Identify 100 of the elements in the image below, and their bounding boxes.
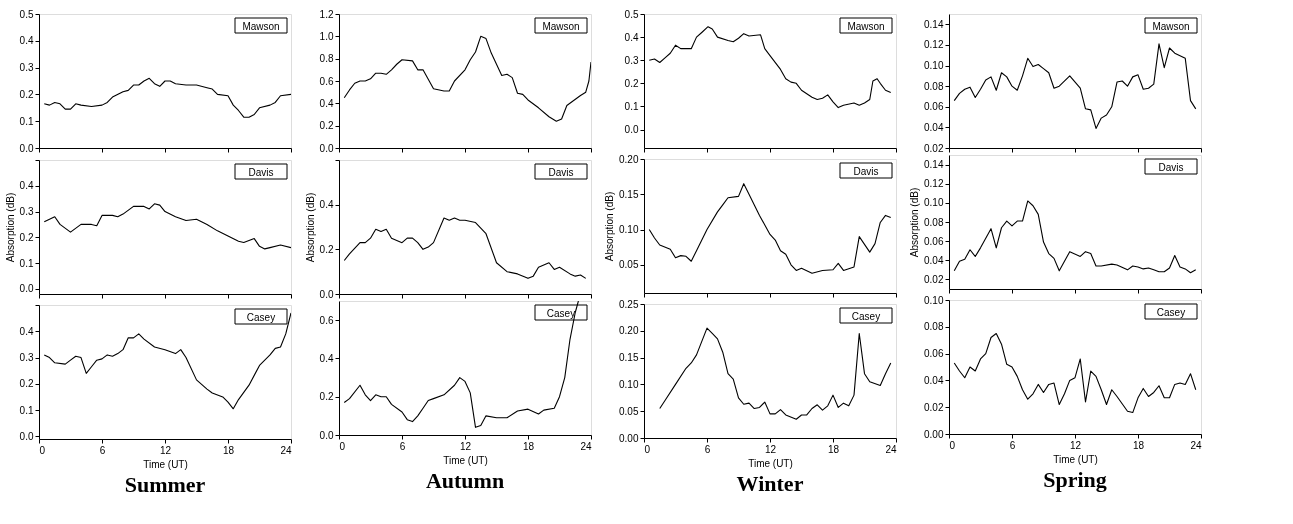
x-tick-label: 12: [159, 444, 172, 456]
x-tick-label: 12: [1069, 439, 1082, 451]
y-tick-label: 0.12: [924, 178, 944, 190]
y-tick-label: 0.0: [19, 142, 34, 154]
y-tick-label: 0.0: [624, 124, 639, 136]
y-tick-label: 0.10: [619, 378, 639, 390]
text: Autumn: [425, 468, 505, 493]
y-tick-label: 0.10: [924, 197, 944, 209]
y-tick-label: 0.0: [319, 288, 334, 300]
line-series: [659, 327, 892, 420]
text: Mawson: [542, 20, 580, 32]
y-tick-label: 0.4: [319, 199, 334, 211]
y-tick-label: 0.2: [19, 231, 34, 243]
y-axis-title: Absorption (dB): [4, 192, 16, 263]
x-axis-title: Time (UT): [143, 458, 188, 470]
x-tick-label: 6: [704, 443, 711, 455]
y-tick-label: 0.14: [924, 18, 944, 30]
y-tick-label: 0.08: [924, 321, 944, 333]
x-tick-label: 0: [39, 444, 46, 456]
x-tick-label: 18: [1132, 439, 1145, 451]
y-tick-label: 0.25: [619, 298, 639, 310]
x-tick-label: 18: [827, 443, 840, 455]
y-tick-label: 0.1: [19, 257, 34, 269]
x-tick-label: 0: [339, 440, 346, 452]
y-axis-title: Absorption (dB): [304, 192, 316, 263]
y-tick-label: 0.2: [19, 378, 34, 390]
y-tick-label: 0.4: [19, 35, 34, 47]
y-tick-label: 0.8: [319, 53, 334, 65]
y-tick-label: 0.05: [619, 259, 639, 271]
y-tick-label: 0.0: [19, 283, 34, 295]
y-tick-label: 0.2: [319, 243, 334, 255]
y-tick-label: 0.10: [619, 224, 639, 236]
y-tick-label: 0.06: [924, 101, 944, 113]
x-tick-label: 6: [99, 444, 106, 456]
y-tick-label: 0.15: [619, 188, 639, 200]
y-tick-label: 0.2: [624, 77, 639, 89]
x-tick-label: 0: [644, 443, 651, 455]
y-tick-label: 0.0: [19, 430, 34, 442]
x-tick-label: 0: [949, 439, 956, 451]
line-series: [343, 35, 591, 122]
y-tick-label: 0.05: [619, 405, 639, 417]
y-tick-label: 0.0: [319, 429, 334, 441]
text: Davis: [248, 166, 274, 178]
y-tick-label: 0.4: [319, 352, 334, 364]
text: Casey: [1156, 306, 1186, 318]
y-tick-label: 0.2: [19, 88, 34, 100]
y-tick-label: 0.2: [319, 391, 334, 403]
line-series: [43, 77, 291, 118]
x-tick-label: 18: [222, 444, 235, 456]
y-tick-label: 0.1: [19, 115, 34, 127]
y-tick-label: 0.02: [924, 401, 944, 413]
y-tick-label: 0.3: [19, 206, 34, 218]
y-tick-label: 0.3: [19, 62, 34, 74]
y-tick-label: 0.02: [924, 273, 944, 285]
line-series: [43, 312, 291, 410]
y-tick-label: 0.3: [19, 352, 34, 364]
y-tick-label: 0.6: [319, 314, 334, 326]
y-tick-label: 0.04: [924, 254, 944, 266]
text: Davis: [853, 165, 879, 177]
x-tick-label: 12: [459, 440, 472, 452]
x-tick-label: 6: [1009, 439, 1016, 451]
y-tick-label: 0.1: [19, 404, 34, 416]
y-tick-label: 0.06: [924, 235, 944, 247]
x-tick-label: 24: [280, 444, 292, 456]
y-tick-label: 0.3: [624, 54, 639, 66]
line-series: [343, 217, 587, 279]
x-axis-title: Time (UT): [1053, 453, 1098, 465]
x-axis-title: Time (UT): [748, 457, 793, 469]
x-tick-label: 18: [522, 440, 535, 452]
text: Mawson: [847, 20, 885, 32]
y-tick-label: 0.5: [624, 8, 639, 20]
series-label: Casey: [246, 311, 276, 323]
y-tick-label: 0.10: [924, 60, 944, 72]
text: Davis: [1158, 161, 1184, 173]
x-tick-label: 12: [764, 443, 777, 455]
series-label: Mawson: [1152, 20, 1190, 32]
y-tick-label: 0.20: [619, 325, 639, 337]
y-tick-label: 0.08: [924, 80, 944, 92]
text: Davis: [548, 166, 574, 178]
x-tick-label: 6: [399, 440, 406, 452]
y-tick-label: 0.08: [924, 216, 944, 228]
y-tick-label: 0.4: [19, 325, 34, 337]
y-tick-label: 0.06: [924, 348, 944, 360]
x-tick-label: 24: [885, 443, 897, 455]
y-tick-label: 0.02: [924, 142, 944, 154]
text: Mawson: [242, 20, 280, 32]
series-label: Casey: [546, 307, 576, 319]
y-tick-label: 1.2: [319, 8, 334, 20]
y-tick-label: 0.00: [619, 432, 639, 444]
y-tick-label: 0.04: [924, 374, 944, 386]
y-axis-title: Absorption (dB): [604, 191, 616, 262]
text: Winter: [736, 471, 804, 496]
y-axis-title: Absorption (dB): [909, 187, 921, 258]
y-tick-label: 0.00: [924, 428, 944, 440]
y-tick-label: 0.0: [319, 142, 334, 154]
series-label: Casey: [851, 310, 881, 322]
text: Summer: [124, 472, 206, 497]
line-series: [43, 203, 291, 250]
x-axis-title: Time (UT): [443, 454, 488, 466]
line-series: [953, 43, 1197, 129]
